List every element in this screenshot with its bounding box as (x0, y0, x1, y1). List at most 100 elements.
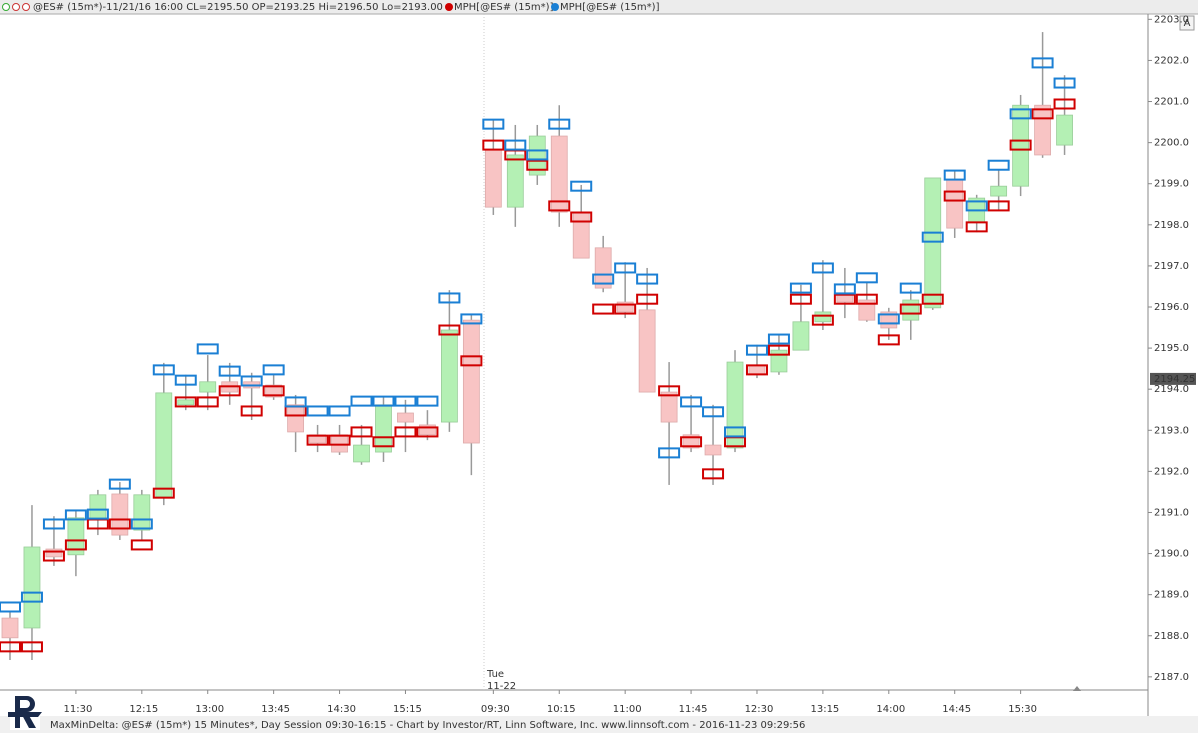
mph-marker (1009, 139, 1032, 151)
mph-marker (460, 355, 483, 367)
x-tick-label: 10:15 (547, 704, 576, 715)
candle-body (67, 517, 85, 556)
mph-marker (702, 468, 725, 480)
mph-marker (372, 436, 395, 448)
mph-marker (1031, 57, 1054, 69)
y-tick-label: 2197.0 (1154, 261, 1189, 272)
y-tick-label: 2189.0 (1154, 590, 1189, 601)
mph-marker (745, 344, 768, 356)
mph-marker (855, 272, 878, 284)
mph-marker (592, 273, 615, 285)
candle-body (792, 321, 810, 351)
mph-marker (240, 375, 263, 387)
candle-body (265, 384, 283, 398)
mph-marker (526, 149, 549, 161)
candle-body (155, 392, 173, 498)
mph-marker (0, 641, 21, 653)
mph-marker (218, 365, 241, 377)
auto-button-label[interactable]: A (1184, 18, 1191, 29)
candle-body (704, 444, 722, 456)
mph-marker (877, 334, 900, 346)
mph-marker (789, 293, 812, 305)
candle-body (638, 309, 656, 393)
mph-marker (394, 426, 417, 438)
mph-marker (548, 118, 571, 130)
mph-marker (306, 434, 329, 446)
mph-marker (965, 221, 988, 233)
candle-body (946, 179, 964, 229)
candle-body (616, 301, 634, 313)
header-icon[interactable] (12, 3, 20, 11)
mph-marker (20, 641, 43, 653)
candle-body (1012, 104, 1030, 187)
x-tick-label: 13:45 (261, 704, 290, 715)
mph-marker (42, 518, 65, 530)
x-tick-label: 14:30 (327, 704, 356, 715)
y-tick-label: 2187.0 (1154, 672, 1189, 683)
mph-marker (855, 293, 878, 305)
mph-marker (877, 313, 900, 325)
candle-body (133, 494, 151, 531)
mph-marker (745, 364, 768, 376)
mph-marker (570, 211, 593, 223)
mph-marker (174, 374, 197, 386)
mph-marker (152, 487, 175, 499)
candle-body (353, 444, 370, 463)
candle-body (1, 617, 19, 639)
candle-body (902, 299, 920, 321)
mph-marker (1053, 77, 1076, 89)
mph-marker (350, 395, 373, 407)
auto-button[interactable] (1179, 15, 1195, 31)
mph-marker (987, 159, 1010, 171)
mph-marker (306, 405, 329, 417)
x-tick-label: 11:45 (679, 704, 708, 715)
candle-body (89, 494, 107, 521)
y-tick-label: 2193.0 (1154, 425, 1189, 436)
mph-marker (899, 282, 922, 294)
y-tick-label: 2202.0 (1154, 55, 1189, 66)
y-tick-label: 2194.0 (1154, 384, 1189, 395)
mph-marker (724, 426, 747, 438)
header-icon[interactable] (2, 3, 10, 11)
candle-body (45, 548, 63, 558)
mph-marker (416, 426, 439, 438)
x-tick-label: 15:30 (1008, 704, 1037, 715)
mph-marker (20, 591, 43, 603)
candle-body (23, 546, 41, 629)
candle-body (375, 404, 392, 453)
candle-body (836, 294, 854, 303)
mph-marker (943, 169, 966, 181)
x-tick-label: 11:00 (613, 704, 642, 715)
header-icon[interactable] (22, 3, 30, 11)
mph-marker (152, 364, 175, 376)
candle-body (440, 329, 458, 423)
scroll-marker[interactable] (1073, 686, 1081, 691)
mph-marker (482, 139, 505, 151)
candle-body (419, 424, 436, 436)
x-tick-label: 09:30 (481, 704, 510, 715)
mph-marker (987, 200, 1010, 212)
footer-bar (0, 716, 1198, 733)
mph-marker (482, 118, 505, 130)
mph-marker (174, 396, 197, 408)
candle-body (506, 154, 524, 208)
mph-marker (130, 518, 153, 530)
mph-marker (460, 313, 483, 325)
mph-marker (965, 200, 988, 212)
mph-marker (943, 190, 966, 202)
mph-marker (899, 303, 922, 315)
candle-body (177, 399, 195, 406)
mph-marker (658, 385, 681, 397)
x-tick-label: 12:15 (129, 704, 158, 715)
mph-marker (592, 303, 615, 315)
mph-marker (262, 364, 285, 376)
candle-body (990, 185, 1008, 197)
candle-body (1034, 104, 1051, 156)
mph-marker (394, 395, 417, 407)
mph-marker (767, 344, 790, 356)
mph-marker (130, 539, 153, 551)
mph-marker (680, 396, 703, 408)
candle-body (1056, 114, 1073, 146)
logo (8, 694, 42, 730)
mph-marker (504, 139, 527, 151)
